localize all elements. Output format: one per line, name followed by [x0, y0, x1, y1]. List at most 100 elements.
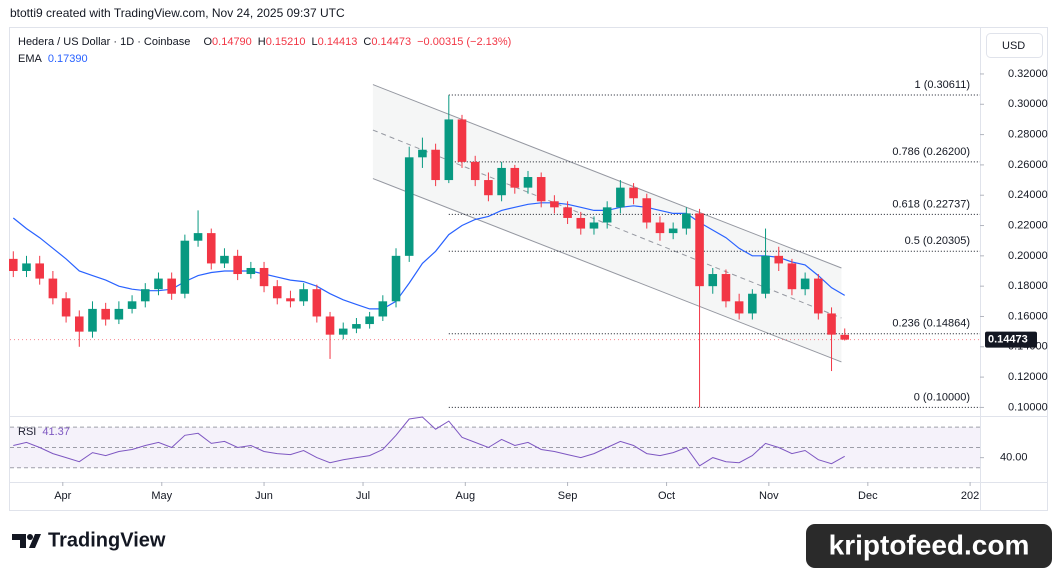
x-tick-label: 202	[961, 490, 979, 502]
ohlc-value: 0.14790	[212, 36, 252, 48]
candle-body	[352, 324, 361, 329]
rsi-tick-label: 40.00	[1000, 452, 1028, 464]
candle-body	[721, 274, 731, 302]
candle-body	[167, 278, 176, 294]
fib-label: 1 (0.30611)	[915, 79, 970, 91]
attribution: btotti9 created with TradingView.com, No…	[10, 6, 345, 20]
change: −0.00315 (−2.13%)	[417, 36, 511, 48]
candle-body	[74, 316, 84, 332]
candle-body	[391, 255, 401, 302]
ema-value: 0.17390	[48, 53, 88, 65]
ohlc-label: C	[363, 36, 371, 48]
watermark: kriptofeed.com	[829, 529, 1030, 560]
plot: 1 (0.30611) 0.786 (0.26200) 0.618 (0.22737…	[9, 79, 980, 408]
candle-body	[774, 255, 784, 264]
y-tick-label: 0.16000	[1008, 310, 1048, 322]
candle-body	[127, 301, 137, 309]
candle-body	[708, 274, 718, 287]
fib-label: 0.236 (0.14864)	[892, 318, 970, 330]
candle-body	[682, 213, 691, 229]
ema-line	[12, 202, 846, 310]
candle-body	[272, 286, 282, 299]
candle-body	[576, 217, 586, 229]
candle-body	[668, 228, 678, 234]
fib-label: 0 (0.10000)	[914, 391, 970, 403]
x-tick-label: Dec	[858, 490, 878, 502]
last-price-tag	[985, 331, 1037, 348]
candle-body	[22, 263, 31, 272]
currency[interactable]: USD	[1002, 40, 1025, 52]
y-tick-label: 0.12000	[1008, 371, 1048, 383]
candle-body	[814, 278, 823, 314]
y-tick-label: 0.32000	[1008, 68, 1048, 80]
candle-body	[404, 157, 414, 256]
candle-body	[523, 177, 533, 188]
candle-body	[629, 187, 638, 199]
x-tick-label: Aug	[456, 490, 476, 502]
channel-lower	[372, 178, 842, 363]
candle-body	[325, 316, 335, 335]
fib-label: 0.5 (0.20305)	[905, 235, 970, 247]
candle-body	[61, 298, 71, 317]
y-tick-label: 0.10000	[1008, 401, 1048, 413]
candle-body	[378, 301, 388, 317]
candle-body	[101, 308, 110, 320]
y-tick-label: 0.30000	[1008, 98, 1048, 110]
currency-button[interactable]	[986, 33, 1043, 58]
candle-body	[114, 308, 124, 320]
rsi-legend: RSI 41.37	[18, 426, 70, 438]
candle-body	[220, 255, 229, 264]
rsi-value: 41.37	[42, 426, 70, 438]
candle-body	[299, 289, 308, 302]
x-tick-label: May	[151, 490, 172, 502]
symbol-title: Hedera / US Dollar · 1D · Coinbase	[18, 36, 190, 48]
candle-body	[35, 263, 44, 279]
ohlc-value: 0.14413	[318, 36, 358, 48]
ohlc-label: H	[258, 36, 266, 48]
candle-body	[655, 222, 665, 234]
candle-body	[510, 167, 520, 188]
candle-body	[338, 328, 348, 335]
brand: TradingView	[48, 529, 166, 551]
x-tick-label: Jun	[255, 490, 273, 502]
ohlc-label: L	[312, 36, 318, 48]
candle-body	[444, 119, 454, 181]
candle-body	[233, 255, 242, 275]
candle-body	[431, 149, 440, 181]
candle-body	[9, 258, 18, 272]
x-tick-label: Sep	[558, 490, 578, 502]
candle-body	[48, 278, 58, 299]
candle-body	[470, 161, 480, 181]
candle-body	[536, 177, 546, 202]
candle-body	[563, 207, 572, 218]
candle-body	[88, 308, 97, 332]
candle-body	[589, 222, 599, 229]
x-tick-label: Nov	[759, 490, 779, 502]
candle-body	[761, 255, 770, 294]
ohlc-label: O	[203, 36, 212, 48]
candle-body	[180, 240, 190, 294]
candle-body	[800, 278, 810, 290]
watermark-box	[806, 524, 1052, 568]
candle-body	[734, 301, 744, 314]
logo-mark	[12, 534, 41, 548]
candle-body	[642, 198, 652, 223]
candle-body	[418, 149, 427, 158]
candle-body	[312, 289, 322, 317]
candle-body	[840, 334, 850, 340]
candle-body	[827, 313, 836, 335]
tradingview-logo	[12, 534, 41, 548]
last-price-label: 0.14473	[988, 334, 1028, 346]
rsi-name: RSI	[18, 426, 36, 438]
fib-label: 0.618 (0.22737)	[892, 198, 970, 210]
candle-body	[286, 298, 295, 302]
candle-body	[140, 289, 150, 302]
ohlc-value: 0.15210	[266, 36, 306, 48]
symbol-legend: Hedera / US Dollar · 1D · Coinbase O0.14…	[18, 36, 511, 48]
candle-body	[748, 293, 757, 314]
ema-legend: EMA 0.17390	[18, 53, 88, 65]
candle-body	[259, 267, 269, 287]
ohlc-value: 0.14473	[371, 36, 411, 48]
candle-body	[602, 207, 612, 223]
x-tick-label: Oct	[658, 490, 675, 502]
